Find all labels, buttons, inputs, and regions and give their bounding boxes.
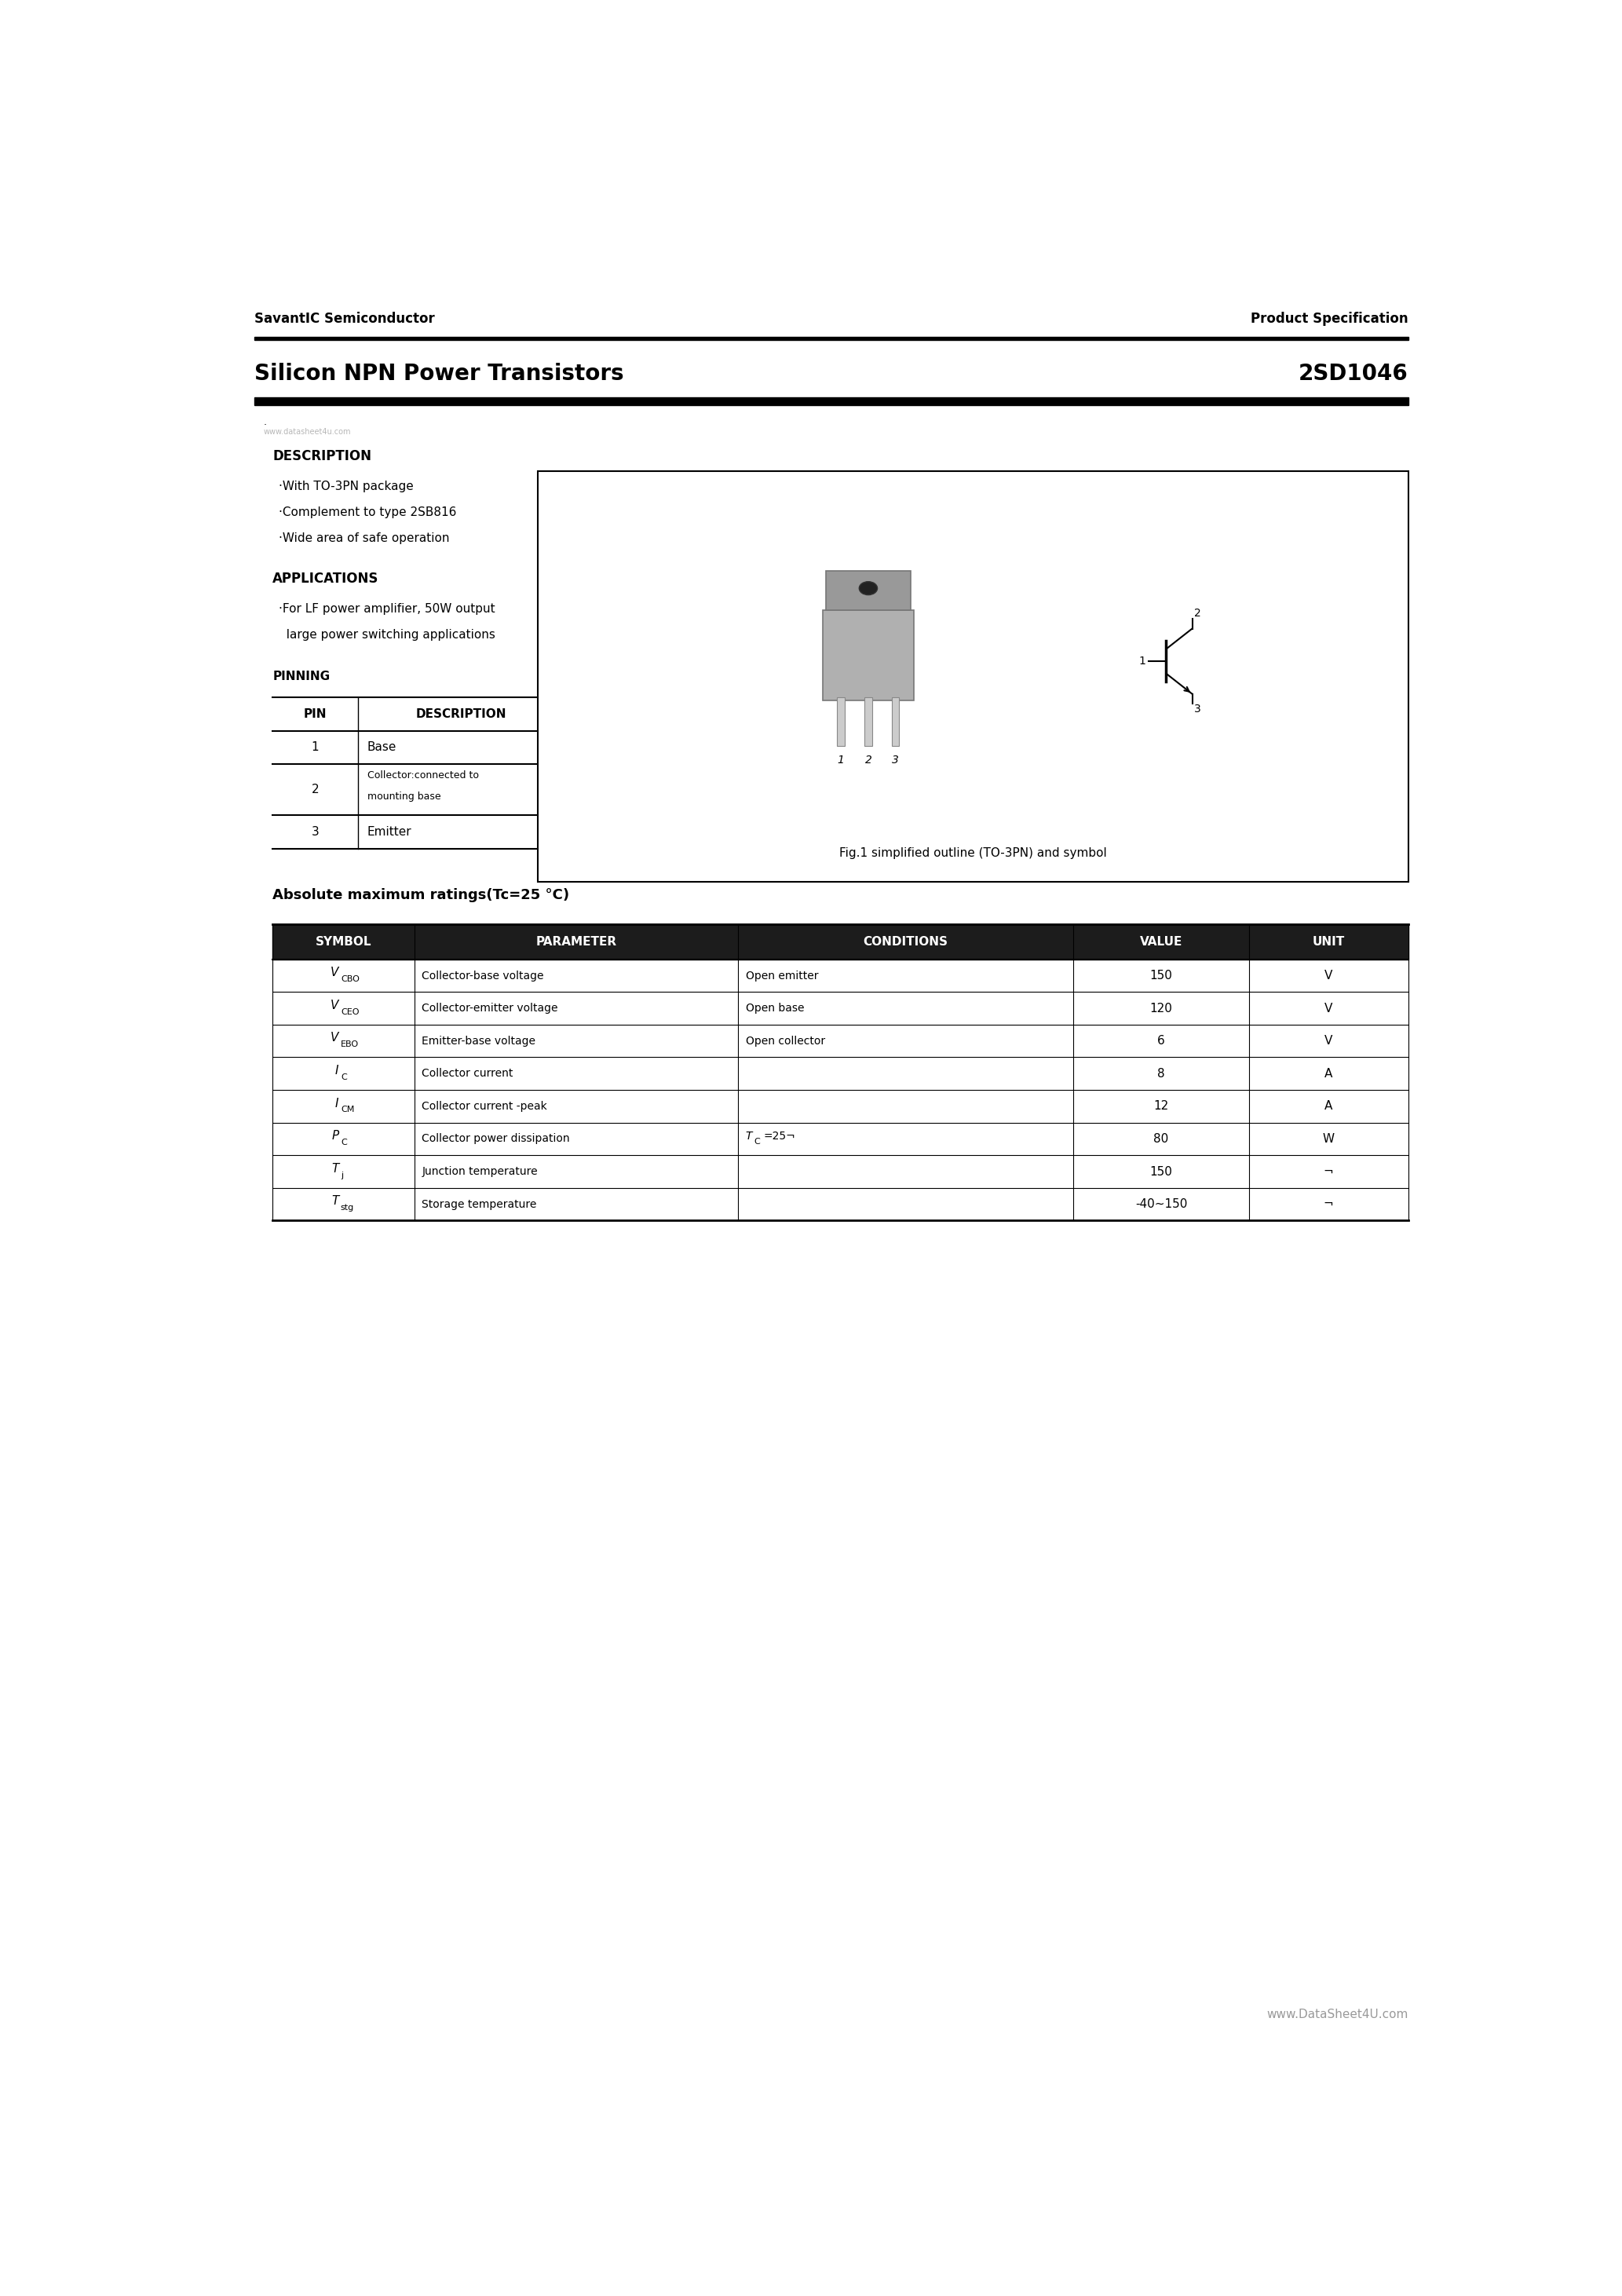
Text: Base: Base: [367, 742, 396, 753]
Text: A: A: [1325, 1068, 1333, 1079]
Text: 2: 2: [1194, 608, 1202, 620]
Text: Junction temperature: Junction temperature: [422, 1166, 539, 1178]
Text: 1: 1: [311, 742, 320, 753]
Text: large power switching applications: large power switching applications: [279, 629, 495, 641]
Text: 1: 1: [837, 755, 845, 767]
Text: 150: 150: [1150, 1166, 1173, 1178]
Text: EBO: EBO: [341, 1040, 358, 1049]
Text: Open base: Open base: [746, 1003, 805, 1015]
Text: SavantIC Semiconductor: SavantIC Semiconductor: [255, 312, 435, 326]
Text: C: C: [341, 1139, 347, 1146]
Text: V: V: [331, 999, 339, 1010]
Text: Open emitter: Open emitter: [746, 971, 817, 980]
Text: ¬: ¬: [1324, 1166, 1333, 1178]
Text: V: V: [1325, 1035, 1333, 1047]
Text: V: V: [331, 967, 339, 978]
Text: ·Complement to type 2SB816: ·Complement to type 2SB816: [279, 507, 456, 519]
Text: Collector-base voltage: Collector-base voltage: [422, 971, 543, 980]
Bar: [255, 338, 1408, 340]
Text: PINNING: PINNING: [272, 670, 331, 682]
Text: -40~150: -40~150: [1135, 1199, 1187, 1210]
Text: Absolute maximum ratings(Tc=25 °C): Absolute maximum ratings(Tc=25 °C): [272, 889, 569, 902]
Text: I: I: [336, 1065, 339, 1077]
Text: 120: 120: [1150, 1003, 1173, 1015]
Text: CEO: CEO: [341, 1008, 358, 1015]
Text: Fig.1 simplified outline (TO-3PN) and symbol: Fig.1 simplified outline (TO-3PN) and sy…: [839, 847, 1106, 859]
Text: www.datasheet4u.com: www.datasheet4u.com: [264, 427, 350, 436]
Text: 2: 2: [865, 755, 871, 767]
Text: Collector current: Collector current: [422, 1068, 513, 1079]
Bar: [826, 572, 912, 611]
Bar: [272, 925, 1408, 960]
Text: CONDITIONS: CONDITIONS: [863, 937, 949, 948]
Text: 1: 1: [1139, 657, 1145, 666]
Text: APPLICATIONS: APPLICATIONS: [272, 572, 380, 585]
Text: j: j: [341, 1171, 344, 1180]
Text: V: V: [1325, 1003, 1333, 1015]
Text: Collector current -peak: Collector current -peak: [422, 1100, 547, 1111]
Text: 2SD1046: 2SD1046: [1298, 363, 1408, 383]
Text: 2: 2: [311, 783, 320, 797]
Text: SYMBOL: SYMBOL: [316, 937, 371, 948]
Text: A: A: [1325, 1100, 1333, 1111]
Text: Product Specification: Product Specification: [1251, 312, 1408, 326]
Text: W: W: [1322, 1132, 1335, 1146]
Text: 80: 80: [1153, 1132, 1169, 1146]
Ellipse shape: [860, 581, 878, 595]
Text: 6: 6: [1158, 1035, 1165, 1047]
Text: ·Wide area of safe operation: ·Wide area of safe operation: [279, 533, 449, 544]
Text: V: V: [1325, 969, 1333, 983]
Text: 150: 150: [1150, 969, 1173, 983]
Text: Collector power dissipation: Collector power dissipation: [422, 1134, 569, 1143]
Bar: [892, 698, 899, 746]
Bar: [537, 471, 1408, 882]
Text: T: T: [331, 1196, 339, 1208]
Text: Collector-emitter voltage: Collector-emitter voltage: [422, 1003, 558, 1015]
Text: CBO: CBO: [341, 976, 360, 983]
Text: Storage temperature: Storage temperature: [422, 1199, 537, 1210]
Text: 12: 12: [1153, 1100, 1169, 1111]
Text: ·For LF power amplifier, 50W output: ·For LF power amplifier, 50W output: [279, 604, 495, 615]
Text: Emitter-base voltage: Emitter-base voltage: [422, 1035, 535, 1047]
Text: DESCRIPTION: DESCRIPTION: [272, 450, 371, 464]
Text: Emitter: Emitter: [367, 827, 412, 838]
Text: 3: 3: [892, 755, 899, 767]
Text: CM: CM: [341, 1107, 354, 1114]
Text: PARAMETER: PARAMETER: [535, 937, 616, 948]
Text: Collector:connected to: Collector:connected to: [367, 769, 478, 781]
Text: Open collector: Open collector: [746, 1035, 826, 1047]
Text: 8: 8: [1158, 1068, 1165, 1079]
Text: ·With TO-3PN package: ·With TO-3PN package: [279, 480, 414, 491]
Text: =25¬: =25¬: [764, 1132, 796, 1141]
Text: C: C: [754, 1139, 761, 1146]
Text: T: T: [331, 1162, 339, 1176]
Text: P: P: [331, 1130, 339, 1141]
Text: stg: stg: [341, 1203, 354, 1212]
Text: ¬: ¬: [1324, 1199, 1333, 1210]
Bar: [837, 698, 845, 746]
Text: PIN: PIN: [303, 707, 328, 721]
Bar: [865, 698, 873, 746]
Text: UNIT: UNIT: [1312, 937, 1345, 948]
Text: Silicon NPN Power Transistors: Silicon NPN Power Transistors: [255, 363, 624, 383]
Text: .: .: [264, 418, 266, 427]
Text: C: C: [341, 1072, 347, 1081]
Text: www.DataSheet4U.com: www.DataSheet4U.com: [1267, 2009, 1408, 2020]
Text: V: V: [331, 1033, 339, 1045]
Text: I: I: [336, 1097, 339, 1109]
Text: 3: 3: [1194, 703, 1202, 714]
Text: T: T: [746, 1130, 753, 1141]
Text: mounting base: mounting base: [367, 792, 441, 801]
Text: VALUE: VALUE: [1140, 937, 1182, 948]
Bar: [822, 611, 913, 700]
Text: 3: 3: [311, 827, 320, 838]
Bar: [255, 397, 1408, 404]
Text: DESCRIPTION: DESCRIPTION: [415, 707, 506, 721]
